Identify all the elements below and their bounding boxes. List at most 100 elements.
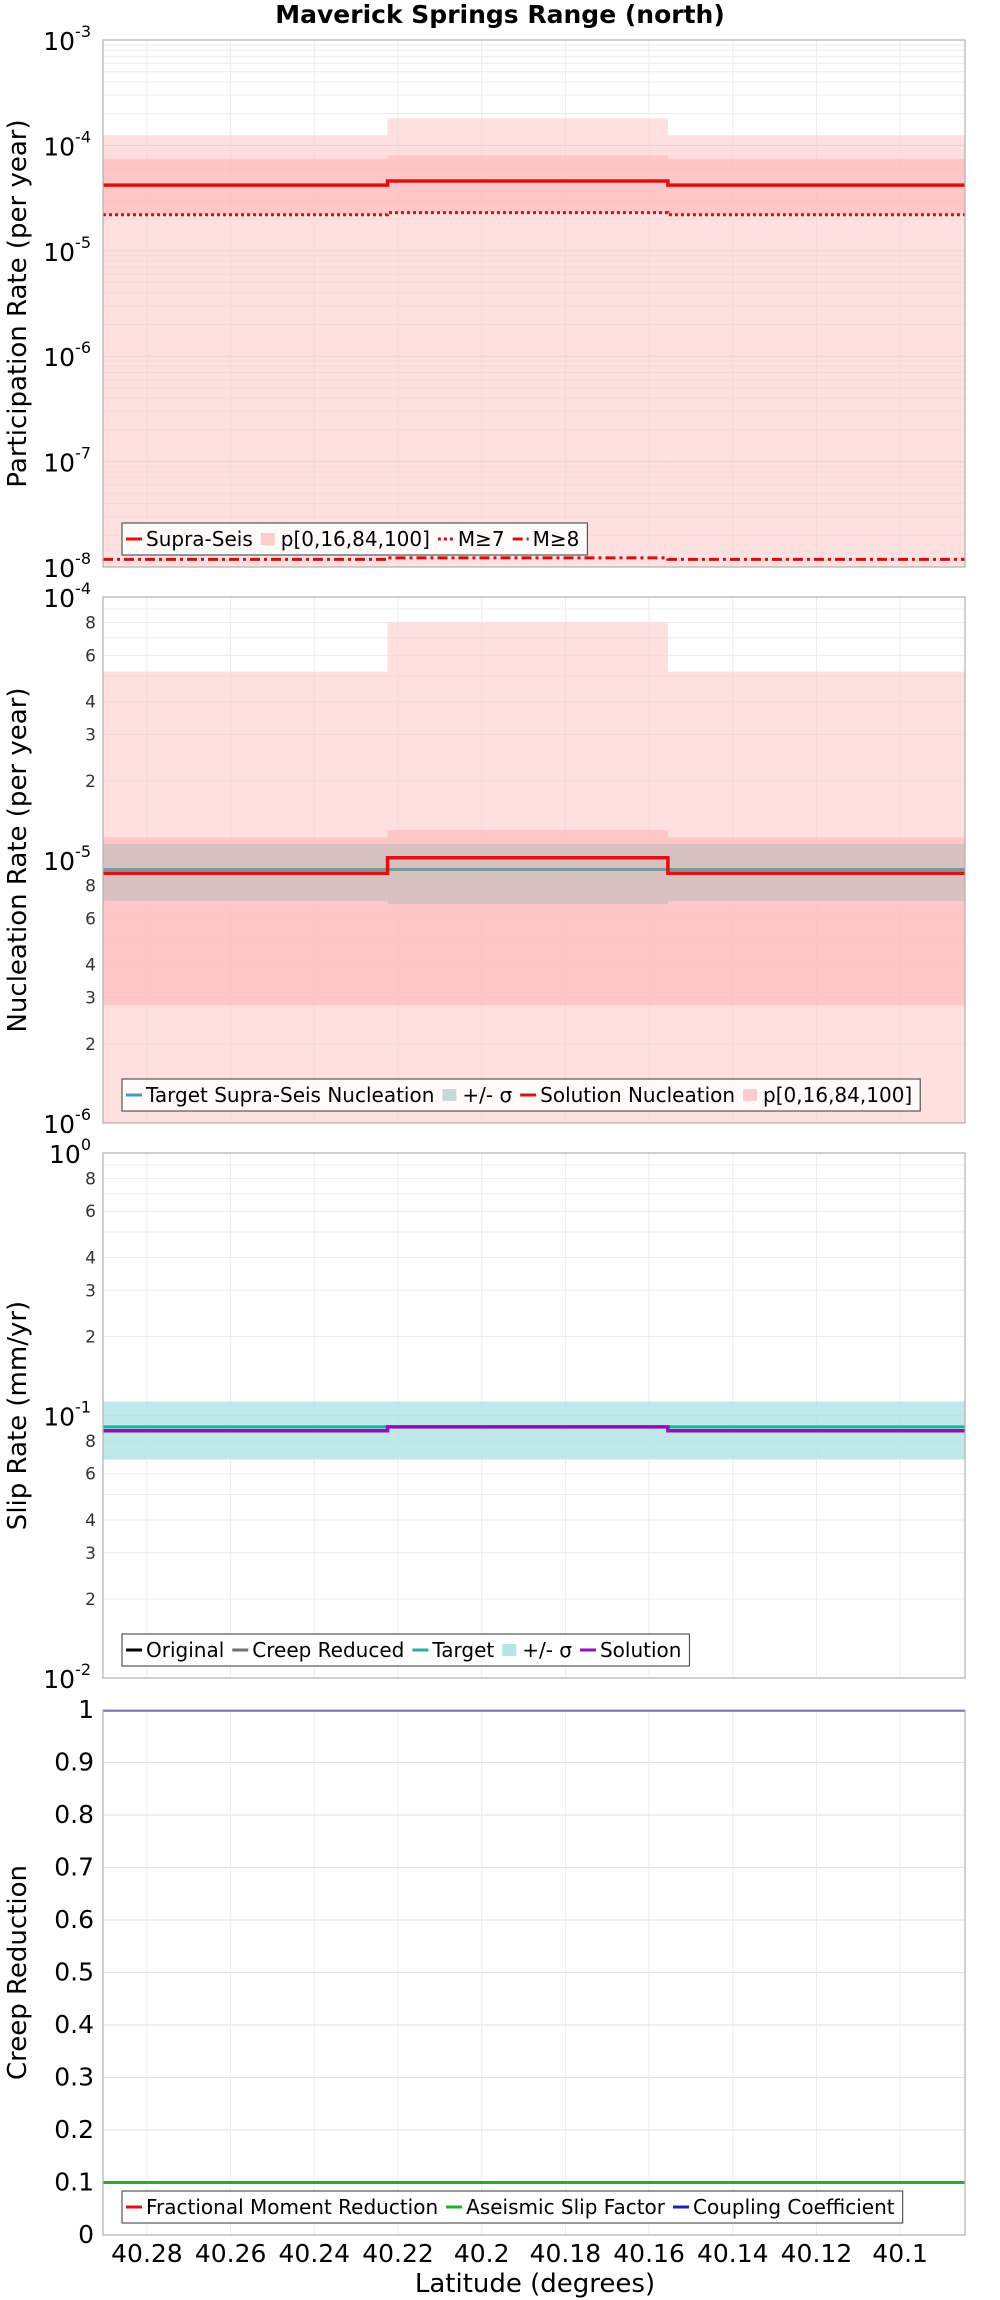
x-tick-label: 40.2 [454,2239,510,2268]
plot-frame [102,1709,966,2236]
y-tick-label: 0.2 [54,2115,94,2144]
y-tick-label: 10-1 [43,1398,91,1432]
x-tick-label: 40.14 [697,2239,769,2268]
y-tick-label: 10-8 [43,549,91,583]
y-minor-tick-label: 4 [85,1511,96,1531]
series-line [103,211,965,217]
y-tick-label: 10-7 [43,444,91,478]
series-line [103,1425,965,1433]
legend-label: Original [146,1638,224,1662]
legend-label: Target Supra-Seis Nucleation [145,1083,434,1107]
x-tick-label: 40.12 [781,2239,853,2268]
y-minor-tick-label: 6 [85,909,96,929]
legend-item: p[0,16,84,100] [260,527,430,551]
legend-item: M≥7 [437,527,505,551]
y-tick-label: 100 [49,1135,91,1169]
legend-item: p[0,16,84,100] [743,1083,912,1107]
y-minor-tick-label: 2 [85,1590,96,1610]
y-tick-label: 0.4 [54,2010,94,2039]
legend-swatch [502,1644,517,1656]
y-minor-tick-label: 4 [85,693,96,713]
y-minor-tick-label: 3 [85,1281,96,1301]
legend: Supra-Seis p[0,16,84,100] M≥7 M≥8 [121,522,589,556]
legend-item: +/- σ [442,1083,512,1107]
x-tick-label: 40.1 [872,2239,928,2268]
y-axis-label: Creep Reduction [3,1865,33,2080]
y-tick-label: 10-6 [43,338,91,372]
y-minor-tick-label: 8 [85,613,96,633]
y-minor-tick-label: 2 [85,1327,96,1347]
legend-label: Target [431,1638,494,1662]
y-minor-tick-label: 8 [85,876,96,896]
y-tick-label: 10-6 [43,1105,91,1139]
y-tick-label: 0.5 [54,1958,94,1987]
legend-label: +/- σ [462,1083,512,1107]
legend-item: M≥8 [512,527,580,551]
y-minor-tick-label: 6 [85,646,96,666]
legend-swatch [743,1089,758,1101]
legend-label: Fractional Moment Reduction [146,2195,438,2219]
y-minor-tick-label: 2 [85,1035,96,1055]
legend-item: Creep Reduced [232,1638,404,1662]
y-minor-tick-label: 8 [85,1169,96,1189]
y-minor-tick-label: 4 [85,1248,96,1268]
legend-label: p[0,16,84,100] [763,1083,912,1107]
y-minor-tick-label: 8 [85,1432,96,1452]
y-minor-tick-label: 6 [85,1465,96,1485]
y-tick-label: 0.7 [54,1853,94,1882]
series-line [103,179,965,187]
y-minor-tick-label: 3 [85,989,96,1009]
y-tick-label: 10-5 [43,842,91,876]
x-tick-label: 40.22 [362,2239,434,2268]
legend-label: M≥7 [458,527,505,551]
y-tick-label: 0.8 [54,1800,94,1829]
nucleation-rate-panel: 10-4 10-5 10-6 8 6 4 3 2 8 6 4 3 2 Nucleation Rate (p… [3,579,966,1139]
creep-reduction-panel: 1 0.9 0.8 0.7 0.6 0.5 0.4 0.3 0.2 0.1 0 Creep Reduc… [3,1695,966,2249]
legend-label: Aseismic Slip Factor [466,2195,666,2219]
legend-swatch [442,1089,457,1101]
x-axis: 40.28 40.26 40.24 40.22 40.2 40.18 40.16 40.14 4… [111,2239,928,2268]
y-axis-label: Slip Rate (mm/yr) [3,1301,33,1530]
plot-frame [102,596,966,1124]
legend-item: Original [126,1638,224,1662]
y-tick-label: 10-5 [43,233,91,267]
y-tick-label: 10-4 [43,127,91,161]
slip-rate-panel: 100 10-1 10-2 8 6 4 3 2 8 6 4 3 2 Slip Rate (mm/yr) Or… [3,1135,966,1694]
y-minor-tick-label: 3 [85,726,96,746]
band-segment [387,155,668,213]
y-minor-tick-label: 3 [85,1544,96,1564]
legend-box [121,522,589,556]
y-minor-tick-label: 6 [85,1202,96,1222]
legend-item: Supra-Seis [126,527,253,551]
series-lines [103,179,965,561]
y-axis-label: Participation Rate (per year) [3,119,33,487]
legend-item: Solution Nucleation [520,1083,735,1107]
y-tick-label: 0.3 [54,2063,94,2092]
legend-item: Coupling Coefficient [673,2195,895,2219]
y-tick-label: 10-2 [43,1660,91,1694]
legend-label: Supra-Seis [146,527,253,551]
y-minor-tick-label: 4 [85,956,96,976]
legend-label: Creep Reduced [252,1638,404,1662]
band-segment [387,844,668,905]
legend-swatch [260,533,275,545]
y-tick-label: 0.1 [54,2168,94,2197]
y-tick-label: 1 [78,1695,94,1724]
series-line [103,855,965,876]
legend-label: Solution Nucleation [540,1083,735,1107]
legend-label: M≥8 [533,527,580,551]
legend-item: Solution [579,1638,681,1662]
legend-item: Aseismic Slip Factor [446,2195,666,2219]
y-tick-label: 0.9 [54,1748,94,1777]
legend: Original Creep Reduced Target +/- σ Solution [121,1633,691,1667]
bands [103,622,965,1123]
legend-item: Target [412,1638,494,1662]
y-tick-label: 10-4 [43,579,91,613]
series-lines [103,855,965,876]
legend-item: Fractional Moment Reduction [126,2195,438,2219]
participation-rate-panel: 10-3 10-4 10-5 10-6 10-7 10-8 Participation Ra… [3,22,966,583]
series-lines [103,1710,965,2184]
y-axis-label: Nucleation Rate (per year) [3,687,33,1032]
legend-label: p[0,16,84,100] [281,527,430,551]
legend: Fractional Moment Reduction Aseismic Slip… [121,2190,904,2224]
